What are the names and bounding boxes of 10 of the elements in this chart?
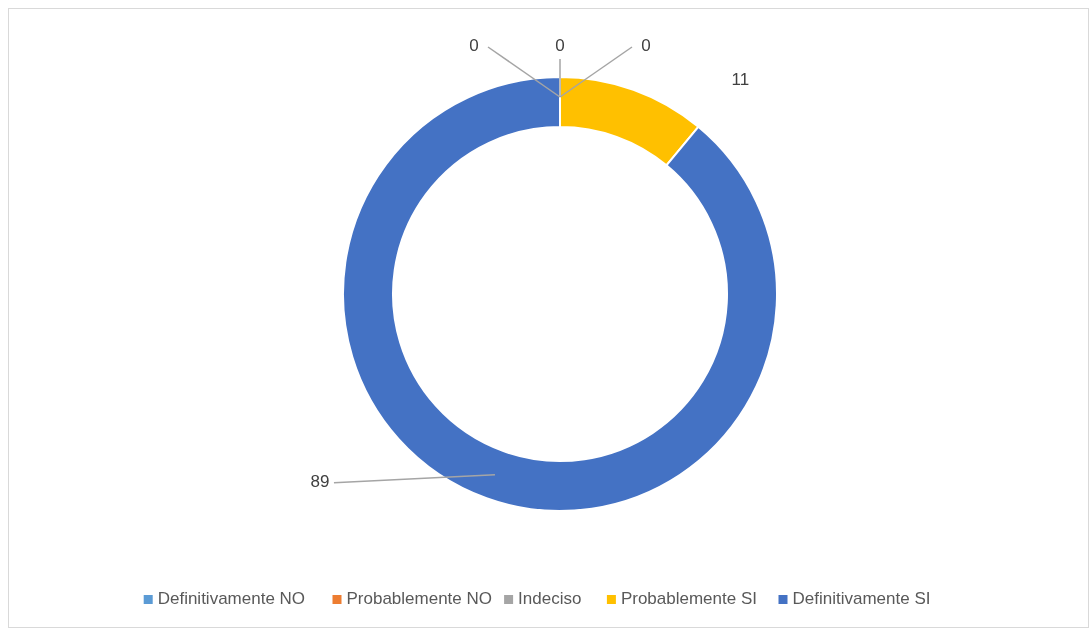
text: 0: [555, 36, 565, 56]
data-label: 89: [310, 472, 330, 492]
text: 0: [641, 36, 651, 56]
legend-label: Indeciso: [518, 589, 582, 609]
legend-label: Definitivamente SI: [792, 589, 931, 609]
text: 0: [469, 36, 479, 56]
legend-label: Probablemente NO: [346, 589, 493, 609]
legend-label: Definitivamente NO: [157, 589, 306, 609]
data-label: 11: [731, 69, 750, 89]
legend-label: Probablemente SI: [620, 589, 757, 609]
